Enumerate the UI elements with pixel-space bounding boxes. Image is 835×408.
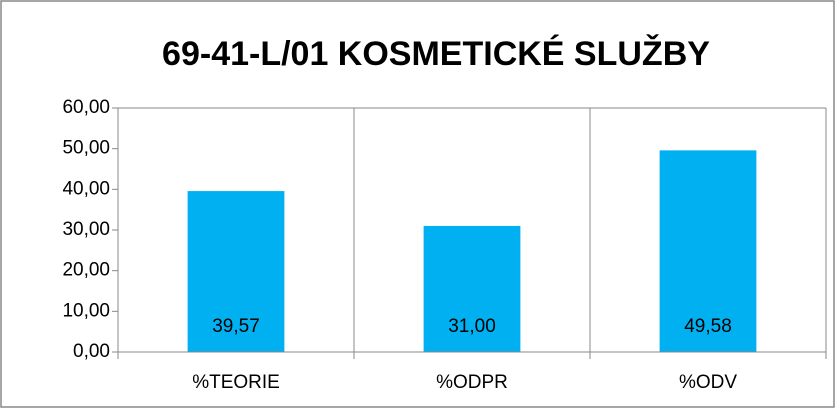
value-label: 39,57 bbox=[212, 316, 260, 337]
y-tick-label: 20,00 bbox=[62, 260, 110, 281]
x-tick-label: %TEORIE bbox=[192, 372, 280, 393]
y-tick-label: 40,00 bbox=[62, 178, 110, 199]
bar bbox=[659, 150, 757, 352]
x-tick-label: %ODV bbox=[679, 372, 737, 393]
bar bbox=[187, 191, 285, 352]
y-tick-label: 30,00 bbox=[62, 219, 110, 240]
value-label: 31,00 bbox=[448, 316, 496, 337]
y-tick-label: 60,00 bbox=[62, 97, 110, 118]
value-label: 49,58 bbox=[684, 316, 732, 337]
y-tick-label: 50,00 bbox=[62, 138, 110, 159]
chart-title: 69-41-L/01 KOSMETICKÉ SLUŽBY bbox=[162, 35, 710, 73]
y-tick-label: 0,00 bbox=[73, 341, 110, 362]
x-tick-label: %ODPR bbox=[436, 372, 508, 393]
bar bbox=[423, 225, 521, 352]
y-tick-label: 10,00 bbox=[62, 300, 110, 321]
